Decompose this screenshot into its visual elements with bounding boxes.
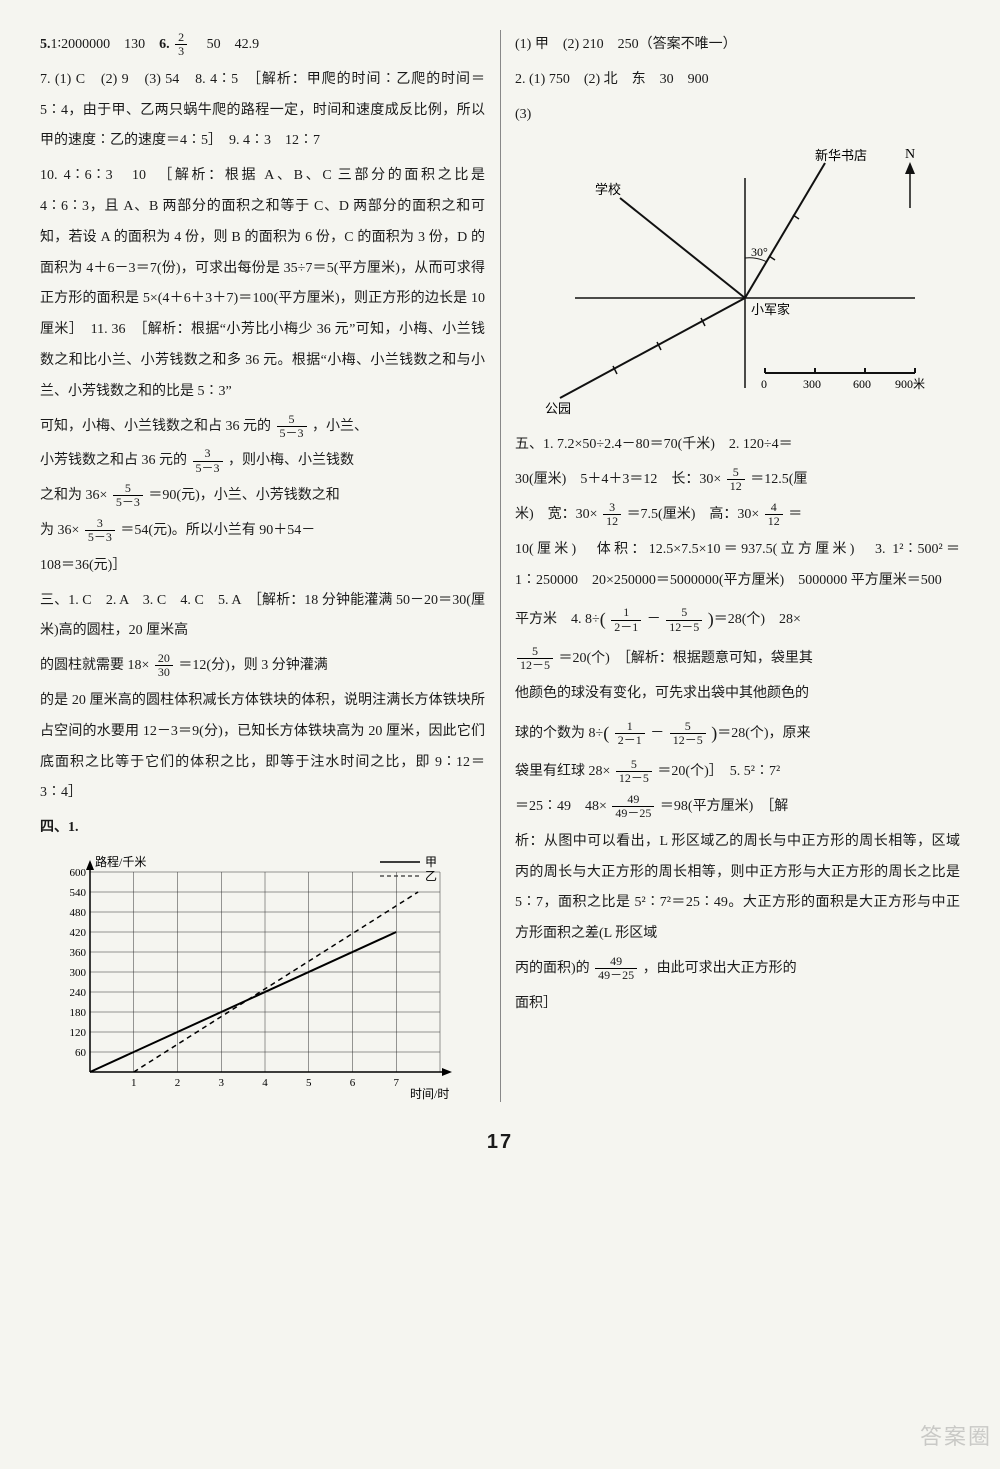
svg-text:5: 5: [306, 1077, 312, 1089]
sec5-d: 10(厘米) 体积：12.5×7.5×10＝937.5(立方厘米) 3. 1²∶…: [515, 535, 960, 597]
line-frac-c: 之和为 36× 55－3 ＝90(元)，小兰、小芳钱数之和: [40, 481, 485, 512]
svg-text:公园: 公园: [545, 401, 571, 416]
r-line-3: (3): [515, 100, 960, 131]
svg-text:N: N: [905, 147, 915, 162]
page-number: 17: [40, 1120, 960, 1164]
line-yi: [134, 892, 418, 1072]
svg-text:180: 180: [70, 1007, 87, 1019]
line-5-6: 5.1∶2000000 130 6. 23 50 42.9: [40, 30, 485, 61]
chart-xlabel: 时间/时: [410, 1087, 449, 1101]
svg-text:420: 420: [70, 927, 87, 939]
svg-text:6: 6: [350, 1077, 356, 1089]
sec5-j: ＝25∶49 48× 4949－25 ＝98(平方厘米) ［解: [515, 792, 960, 823]
svg-text:900米: 900米: [895, 377, 925, 391]
svg-text:480: 480: [70, 907, 87, 919]
sec5-l: 丙的面积)的 4949－25 ，由此可求出大正方形的: [515, 954, 960, 985]
sec5-k: 析：从图中可以看出，L 形区域乙的周长与中正方形的周长相等，区域丙的周长与大正方…: [515, 827, 960, 950]
svg-text:4: 4: [262, 1077, 268, 1089]
svg-text:120: 120: [70, 1027, 87, 1039]
sec5-i: 袋里有红球 28× 512－5 ＝20(个)］ 5. 5²∶7²: [515, 757, 960, 788]
line-7-9: 7. (1) C (2) 9 (3) 54 8. 4∶5 ［解析：甲爬的时间∶乙…: [40, 65, 485, 157]
svg-text:600: 600: [70, 867, 87, 879]
svg-text:30°: 30°: [751, 245, 768, 259]
section-3-frac: 的圆柱就需要 18× 2030 ＝12(分)，则 3 分钟灌满: [40, 651, 485, 682]
sec5-b: 30(厘米) 5＋4＋3＝12 长：30× 512 ＝12.5(厘: [515, 465, 960, 496]
svg-text:3: 3: [219, 1077, 225, 1089]
svg-text:540: 540: [70, 887, 87, 899]
svg-text:2: 2: [175, 1077, 181, 1089]
sec5-f: 512－5 ＝20(个) ［解析：根据题意可知，袋里其: [515, 644, 960, 675]
section-4-label: 四、1.: [40, 813, 485, 844]
svg-text:360: 360: [70, 947, 87, 959]
line-10-11: 10. 4∶6∶3 10 ［解析：根据 A、B、C 三部分的面积之比是 4∶6∶…: [40, 161, 485, 407]
line-frac-b: 小芳钱数之和占 36 元的 35－3 ，则小梅、小兰钱数: [40, 446, 485, 477]
sec5-a: 五、1. 7.2×50÷2.4－80＝70(千米) 2. 120÷4＝: [515, 430, 960, 461]
sec5-g: 他颜色的球没有变化，可先求出袋中其他颜色的: [515, 679, 960, 710]
direction-map: N 新华书店 30° 学校 公园 小军家: [515, 138, 960, 418]
distance-time-chart: 路程/千米 甲 乙: [40, 852, 485, 1102]
svg-text:240: 240: [70, 987, 87, 999]
svg-text:新华书店: 新华书店: [815, 148, 867, 163]
sec5-h: 球的个数为 8÷( 12－1 － 512－5 )＝28(个)，原来: [515, 714, 960, 754]
section-3-post: 的是 20 厘米高的圆柱体积减长方体铁块的体积，说明注满长方体铁块所占空间的水要…: [40, 686, 485, 809]
svg-text:7: 7: [394, 1077, 400, 1089]
line-frac-a: 可知，小梅、小兰钱数之和占 36 元的 55－3 ，小兰、: [40, 412, 485, 443]
sec5-c: 米) 宽：30× 312 ＝7.5(厘米) 高：30× 412 ＝: [515, 500, 960, 531]
r-line-1: (1) 甲 (2) 210 250（答案不唯一）: [515, 30, 960, 61]
r-line-2: 2. (1) 750 (2) 北 东 30 900: [515, 65, 960, 96]
sec5-e: 平方米 4. 8÷( 12－1 － 512－5 )＝28(个) 28×: [515, 600, 960, 640]
svg-text:学校: 学校: [595, 182, 621, 197]
svg-text:600: 600: [853, 377, 871, 391]
svg-text:0: 0: [761, 377, 767, 391]
sec5-m: 面积］: [515, 989, 960, 1020]
watermark: 答案圈: [920, 1413, 992, 1461]
chart-ylabel: 路程/千米: [95, 854, 146, 869]
svg-text:60: 60: [75, 1047, 87, 1059]
svg-text:1: 1: [131, 1077, 137, 1089]
svg-text:300: 300: [70, 967, 87, 979]
svg-text:300: 300: [803, 377, 821, 391]
svg-text:小军家: 小军家: [751, 302, 790, 317]
legend-yi: 乙: [425, 869, 437, 883]
section-3-pre: 三、1. C 2. A 3. C 4. C 5. A ［解析：18 分钟能灌满 …: [40, 586, 485, 648]
line-frac-d: 为 36× 35－3 ＝54(元)。所以小兰有 90＋54－: [40, 516, 485, 547]
legend-jia: 甲: [425, 855, 437, 869]
line-frac-e: 108＝36(元)］: [40, 551, 485, 582]
